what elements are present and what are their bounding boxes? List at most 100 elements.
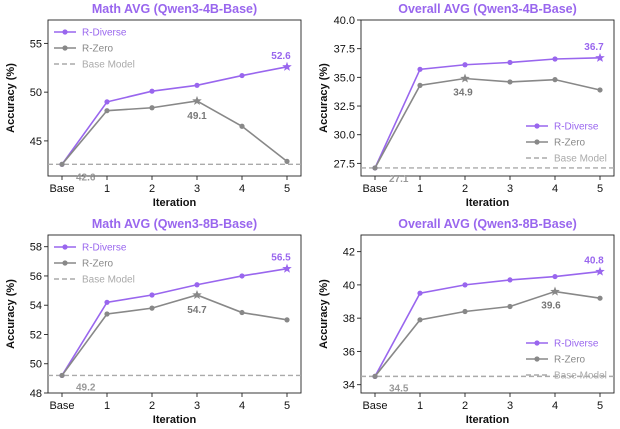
x-axis-label: Iteration — [153, 414, 197, 426]
data-point — [552, 77, 558, 83]
plot-frame — [47, 19, 302, 177]
annotation-base-value: 49.2 — [76, 382, 96, 393]
legend: R-Diverse R-Zero Base Model — [54, 243, 135, 286]
data-point — [507, 79, 513, 85]
data-point — [239, 72, 245, 79]
data-point — [507, 277, 513, 283]
series-line-r-zero — [374, 77, 601, 169]
series-line-r-diverse — [61, 66, 288, 165]
annotation-best-value: 40.8 — [584, 256, 604, 267]
x-tick-label: 3 — [507, 183, 513, 195]
series-line-r-zero — [61, 100, 288, 165]
data-point — [507, 59, 513, 66]
annotation-r-zero-value: 39.6 — [541, 301, 561, 312]
data-point-star — [550, 286, 560, 296]
legend-r-diverse-label: R-Diverse — [554, 122, 599, 133]
y-tick-label: 38 — [343, 313, 355, 325]
legend-r-zero-label: R-Zero — [82, 44, 114, 55]
y-tick-label: 36 — [343, 346, 355, 358]
legend-r-zero-label: R-Zero — [554, 355, 586, 366]
x-tick-label: 3 — [194, 400, 200, 412]
data-point — [239, 309, 245, 316]
chart-title: Math AVG (Qwen3-4B-Base) — [92, 2, 257, 16]
x-tick-label: Base — [362, 183, 387, 195]
data-point-star — [192, 289, 202, 300]
y-tick-label: 35.0 — [334, 72, 355, 84]
plot-frame — [360, 234, 615, 394]
x-axis-label: Iteration — [153, 197, 197, 209]
x-tick-label: 5 — [284, 400, 290, 412]
data-point — [149, 88, 155, 94]
data-point — [284, 317, 290, 323]
data-point — [462, 62, 468, 68]
legend: R-Diverse R-Zero Base Model — [526, 122, 607, 165]
data-point — [597, 87, 603, 93]
y-tick-label: 52 — [30, 329, 42, 341]
data-point-star — [192, 95, 202, 105]
x-tick-label: 2 — [149, 400, 155, 412]
x-tick-label: 1 — [417, 400, 423, 412]
y-tick-label: 40 — [343, 280, 355, 292]
y-tick-label: 42 — [343, 247, 355, 259]
chart-title: Math AVG (Qwen3-8B-Base) — [92, 217, 257, 231]
legend-r-zero-label: R-Zero — [82, 259, 114, 270]
data-point — [149, 305, 155, 311]
y-tick-label: 50 — [30, 87, 42, 99]
data-point — [417, 66, 423, 72]
annotation-best-value: 52.6 — [271, 51, 291, 62]
data-point — [104, 311, 110, 317]
x-axis-label: Iteration — [466, 414, 510, 426]
data-point — [149, 105, 155, 111]
data-point — [417, 82, 423, 88]
series-line-r-zero — [374, 290, 601, 377]
legend: R-Diverse R-Zero Base Model — [54, 28, 135, 71]
y-tick-label: 40.0 — [334, 15, 355, 27]
data-point — [417, 317, 423, 323]
data-point — [417, 290, 423, 296]
data-point — [462, 282, 468, 288]
annotation-base-value: 27.1 — [389, 174, 409, 185]
series-line-r-diverse — [374, 270, 601, 377]
chart-panel-4: Overall AVG (Qwen3-8B-Base)3436384042Bas… — [318, 217, 615, 426]
y-tick-label: 32.5 — [334, 101, 355, 113]
data-point — [462, 308, 468, 315]
legend-r-zero-marker — [62, 45, 68, 51]
data-point — [372, 165, 378, 171]
annotation-best-value: 36.7 — [584, 42, 604, 53]
x-tick-label: Base — [49, 400, 74, 412]
data-point — [552, 56, 558, 62]
legend-base-model-label: Base Model — [554, 154, 607, 165]
x-tick-label: 3 — [194, 183, 200, 195]
plot-frame — [47, 234, 302, 394]
y-axis-label: Accuracy (%) — [318, 279, 330, 349]
y-axis-label: Accuracy (%) — [5, 279, 17, 349]
legend-r-diverse-marker — [534, 123, 540, 129]
data-point — [104, 299, 110, 305]
data-point-star — [282, 61, 292, 71]
x-tick-label: 4 — [239, 400, 245, 412]
legend-base-model-label: Base Model — [82, 60, 135, 71]
data-point — [507, 303, 513, 310]
x-tick-label: 4 — [239, 183, 245, 195]
y-tick-label: 45 — [30, 136, 42, 148]
y-tick-label: 58 — [30, 242, 42, 254]
y-tick-label: 55 — [30, 38, 42, 50]
annotation-r-zero-value: 34.9 — [453, 88, 473, 99]
plot-frame — [360, 19, 615, 177]
x-tick-label: 3 — [507, 400, 513, 412]
x-tick-label: 1 — [104, 183, 110, 195]
series-line-r-diverse — [61, 267, 288, 376]
data-point-star — [595, 52, 605, 62]
data-point — [59, 161, 65, 167]
y-tick-label: 27.5 — [334, 158, 355, 170]
x-tick-label: Base — [49, 183, 74, 195]
annotation-r-zero-value: 54.7 — [187, 305, 207, 316]
x-axis-label: Iteration — [466, 197, 510, 209]
legend-r-diverse-marker — [62, 244, 68, 250]
data-point — [597, 295, 603, 301]
y-tick-label: 48 — [30, 388, 42, 400]
data-point — [104, 108, 110, 114]
y-axis-label: Accuracy (%) — [318, 63, 330, 133]
